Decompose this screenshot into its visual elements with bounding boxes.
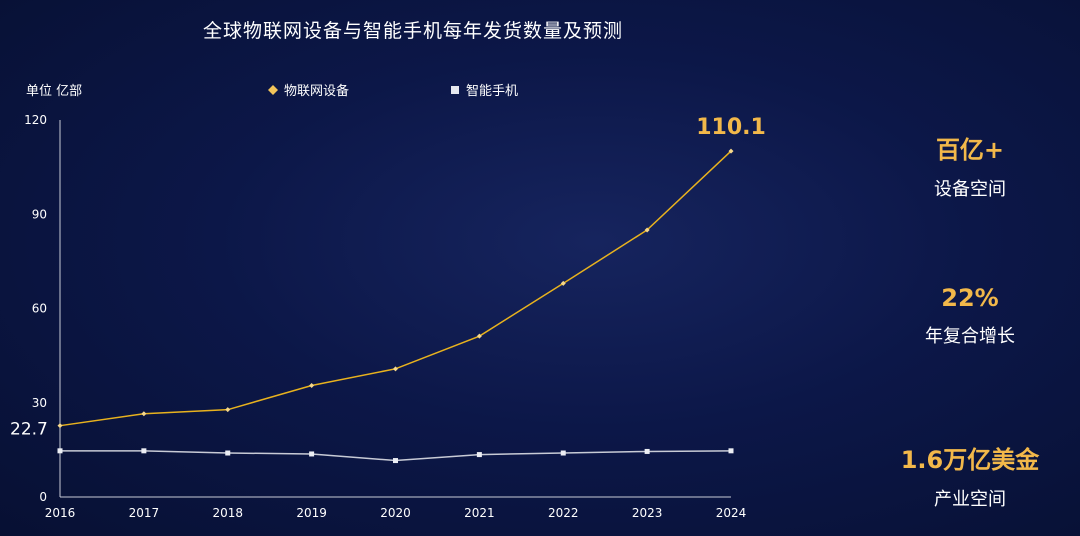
series-line-0	[59, 150, 732, 427]
data-point	[141, 411, 147, 417]
line-chart: 0 30 60 90 120 2016 2017 2018 2019 2020 2021 2022 20…	[10, 113, 766, 520]
data-point	[644, 227, 650, 233]
stat-industry-space: 1.6万亿美金 产业空间	[870, 440, 1070, 511]
data-point	[57, 448, 63, 454]
y-tick-label: 30	[32, 396, 47, 410]
data-point	[476, 333, 482, 339]
stat-label: 年复合增长	[925, 326, 1015, 347]
x-tick-label: 2020	[380, 506, 411, 520]
legend-label-iot: 物联网设备	[284, 84, 350, 99]
x-tick-label: 2024	[716, 506, 747, 520]
data-point	[309, 451, 315, 457]
data-point	[309, 382, 315, 388]
data-point	[225, 450, 231, 456]
data-point	[476, 452, 482, 458]
data-point	[728, 448, 734, 454]
start-value-label: 22.7	[10, 420, 48, 440]
x-tick-label: 2016	[45, 506, 76, 520]
stat-value: 22%	[941, 284, 999, 312]
x-tick-label: 2023	[632, 506, 663, 520]
x-tick-label: 2017	[129, 506, 160, 520]
stat-cagr: 22% 年复合增长	[870, 284, 1070, 348]
data-point	[644, 448, 650, 454]
data-point	[728, 148, 734, 154]
data-point	[393, 366, 398, 372]
y-tick-label: 60	[32, 302, 47, 316]
data-point	[560, 280, 566, 286]
unit-label: 单位 亿部	[26, 84, 83, 99]
stat-label: 产业空间	[934, 489, 1006, 510]
data-point	[57, 423, 63, 429]
diamond-marker-icon	[268, 84, 278, 95]
y-tick-label: 90	[32, 207, 47, 221]
legend-item-iot: 物联网设备	[268, 80, 349, 99]
data-point	[225, 407, 231, 413]
legend-item-phone: 智能手机	[450, 80, 518, 99]
square-marker-icon	[451, 85, 459, 94]
chart-title: 全球物联网设备与智能手机每年发货数量及预测	[202, 20, 623, 42]
x-tick-label: 2021	[464, 506, 495, 520]
x-tick-label: 2019	[296, 506, 327, 520]
data-point	[393, 458, 398, 464]
x-tick-label: 2018	[212, 506, 243, 520]
x-tick-label: 2022	[548, 506, 579, 520]
stat-value: 1.6万亿美金	[900, 446, 1040, 474]
stat-label: 设备空间	[934, 179, 1006, 200]
legend-label-phone: 智能手机	[466, 84, 519, 99]
data-point	[560, 450, 566, 456]
y-tick-label: 120	[24, 113, 47, 127]
stat-device-space: 百亿+ 设备空间	[870, 130, 1070, 201]
data-point	[141, 448, 147, 454]
stat-value: 百亿+	[935, 136, 1005, 164]
y-tick-label: 0	[39, 490, 47, 504]
end-value-label: 110.1	[696, 115, 766, 140]
